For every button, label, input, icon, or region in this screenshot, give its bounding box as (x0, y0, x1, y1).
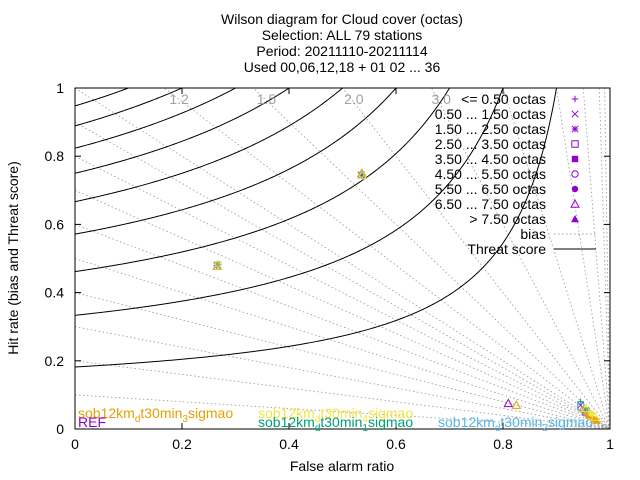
bias-line-13 (431, 88, 610, 429)
title-line-3: Period: 20211110-20211114 (256, 43, 427, 59)
chart-title: Wilson diagram for Cloud cover (octas) S… (221, 11, 463, 75)
legend-label-1: 0.50 ... 1.50 octas (435, 106, 546, 122)
y-tick-label-2: 0.4 (45, 285, 65, 301)
model-label-2: REF (78, 414, 106, 430)
bias-line-2 (75, 326, 610, 429)
model-label-3: sob12kmdt30min1sigmao (258, 414, 413, 434)
model-label-1: sob12kmdt30min4sigmao (258, 405, 413, 425)
threat-score-curve-5 (75, 88, 290, 174)
x-axis-label: False alarm ratio (290, 458, 394, 474)
threat-score-curve-2 (75, 88, 451, 273)
bias-line-11 (252, 88, 610, 429)
legend-label-9: bias (520, 226, 546, 242)
bias-line-5 (75, 223, 610, 429)
legend-label-6: 5.50 ... 6.50 octas (435, 181, 546, 197)
legend-label-2: 1.50 ... 2.50 octas (435, 121, 546, 137)
bias-line-0 (75, 394, 610, 429)
legend-label-10: Threat score (467, 241, 546, 257)
data-point-4-4 (590, 412, 600, 421)
data-point-3-3 (579, 406, 587, 414)
model-labels: sob12kmdt30min3sigmao sob12kmdt30min4sigm… (78, 405, 593, 434)
x-tick-label-0: 0 (71, 436, 79, 452)
data-point-4-0 (214, 260, 223, 268)
legend-label-4: 3.50 ... 4.50 octas (435, 151, 546, 167)
threat-score-curves (75, 88, 557, 368)
legend-label-0: <= 0.50 octas (461, 91, 546, 107)
y-tick-label-4: 0.8 (45, 148, 65, 164)
model-label-4: sob12kmdt30min2sigmao (438, 414, 593, 434)
x-tick-label-1: 0.2 (172, 436, 192, 452)
bias-line-12 (341, 88, 610, 429)
threat-score-curve-0 (75, 88, 557, 368)
data-point-0-2 (503, 398, 514, 408)
bias-line-10 (163, 88, 610, 429)
legend-swatch-0 (571, 95, 579, 103)
bias-line-17 (598, 88, 610, 429)
y-axis-label: Hit rate (bias and Threat score) (5, 161, 21, 355)
x-tick-label-2: 0.4 (279, 436, 299, 452)
data-point-4-2 (581, 403, 591, 413)
bias-line-3 (75, 292, 610, 429)
plot-frame (74, 87, 611, 430)
threat-score-curve-6 (75, 88, 237, 149)
legend-swatch-7 (570, 198, 580, 208)
bias-line-8 (75, 121, 610, 429)
bias-line-15 (556, 88, 610, 429)
title-line-4: Used 00,06,12,18 + 01 02 ... 36 (244, 59, 441, 75)
bias-line-18 (604, 88, 610, 429)
data-point-4-3 (588, 410, 595, 417)
bias-label-2: 2.0 (344, 91, 364, 107)
x-tick-label-5: 1 (606, 436, 614, 452)
legend-label-7: 6.50 ... 7.50 octas (435, 196, 546, 212)
threat-score-curve-8 (75, 88, 130, 107)
data-point-3-2 (511, 400, 522, 409)
legend-swatch-3 (571, 140, 579, 148)
bias-line-7 (75, 155, 610, 429)
y-tick-label-5: 1 (56, 80, 64, 96)
threat-score-curve-4 (75, 88, 344, 203)
data-points (212, 168, 601, 424)
legend-swatch-2 (571, 125, 579, 133)
legend-swatch-8 (571, 215, 579, 223)
title-line-2: Selection: ALL 79 stations (262, 27, 423, 43)
legend-label-3: 2.50 ... 3.50 octas (435, 136, 546, 152)
bias-line-1 (75, 360, 610, 429)
y-tick-label-0: 0 (56, 421, 64, 437)
bias-line-6 (75, 189, 610, 429)
model-label-0: sob12kmdt30min3sigmao (78, 405, 233, 425)
legend-swatch-4 (571, 155, 579, 163)
legend-label-5: 4.50 ... 5.50 octas (435, 166, 546, 182)
bias-line-16 (582, 88, 610, 429)
title-line-1: Wilson diagram for Cloud cover (octas) (221, 11, 463, 27)
bias-line-4 (75, 258, 610, 429)
y-tick-label-3: 0.6 (45, 216, 65, 232)
threat-score-curve-1 (75, 88, 504, 316)
bias-label-1: 1.5 (257, 91, 277, 107)
bias-labels: 1.2 1.5 2.0 3.0 (169, 91, 451, 107)
legend-swatch-5 (571, 170, 579, 178)
legend-swatch-1 (571, 110, 579, 118)
data-point-4-1 (359, 172, 367, 180)
legend-swatch-6 (571, 185, 579, 193)
threat-score-curve-7 (75, 88, 184, 127)
legend-label-8: > 7.50 octas (469, 211, 546, 227)
bias-label-0: 1.2 (169, 91, 189, 107)
threat-score-curve-3 (75, 88, 397, 235)
y-tick-label-1: 0.2 (45, 353, 65, 369)
axis-ticks: 0 0.2 0.4 0.6 0.8 1 0 0.2 0.4 0.6 0.8 1 (45, 80, 615, 452)
bias-label-3: 3.0 (431, 91, 451, 107)
x-tick-label-4: 0.8 (493, 436, 513, 452)
x-tick-label-3: 0.6 (386, 436, 406, 452)
